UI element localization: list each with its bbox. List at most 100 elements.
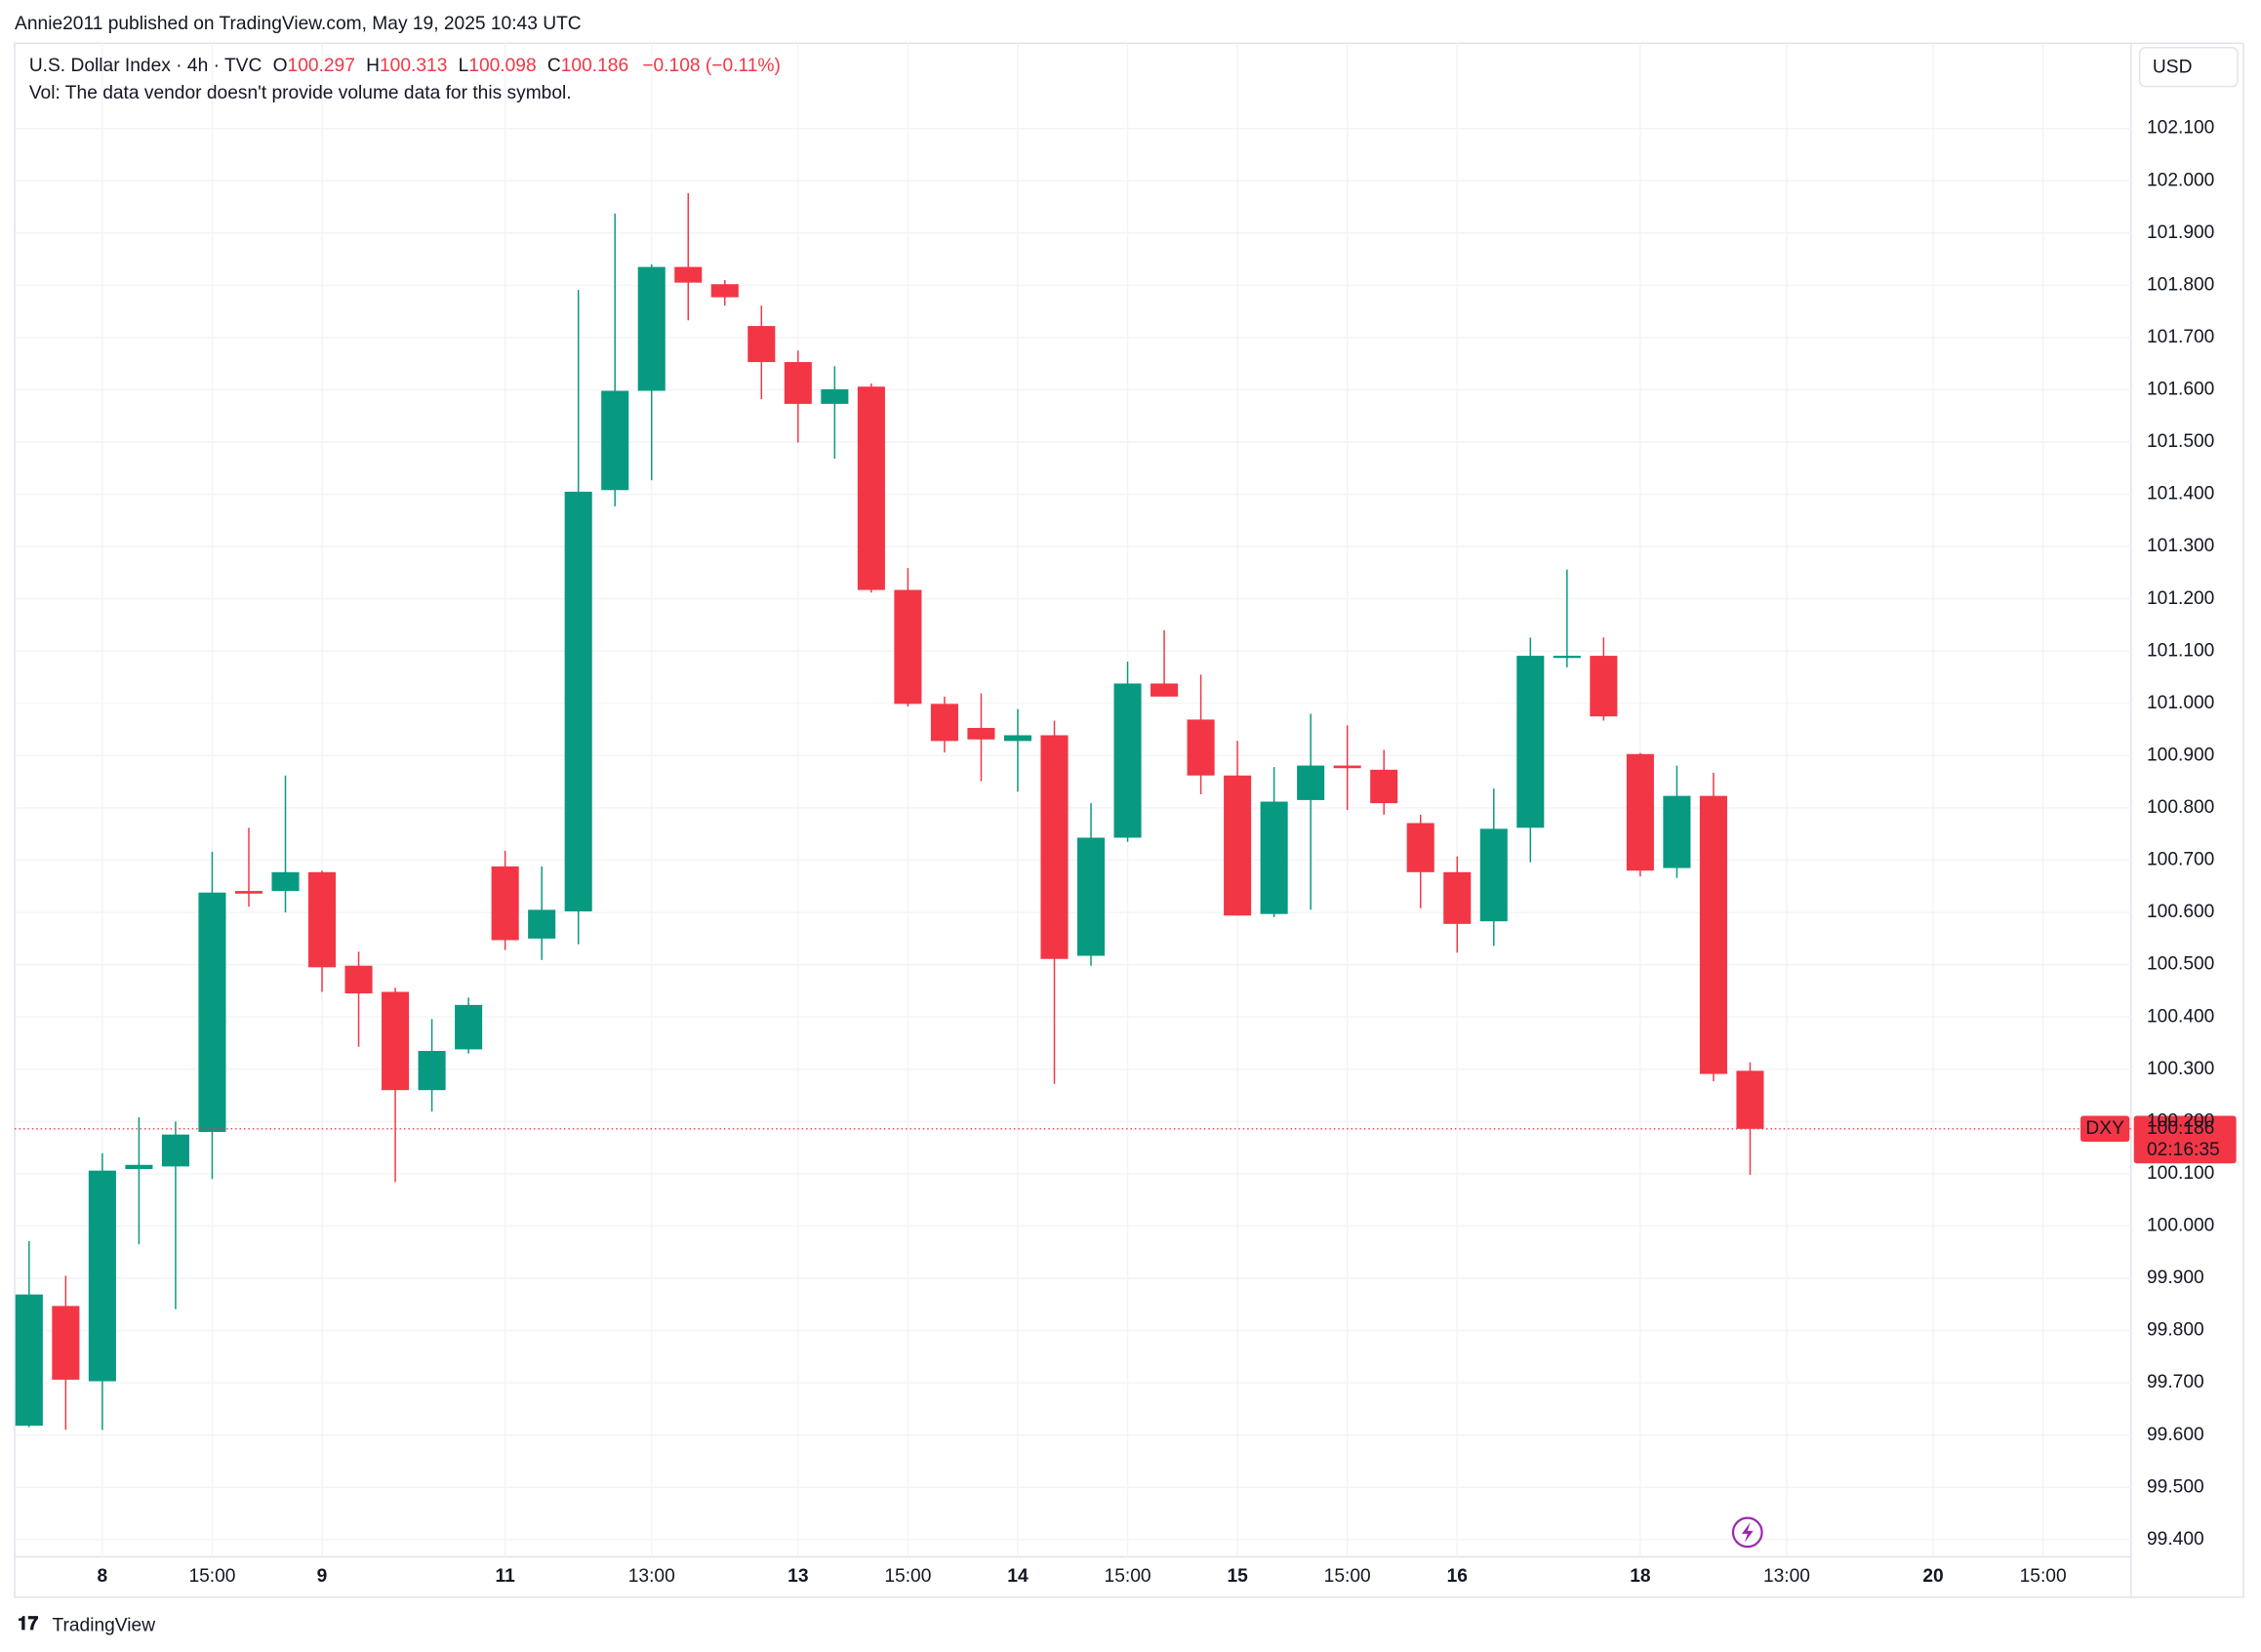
candle-body xyxy=(1187,719,1215,776)
y-tick-label: 101.400 xyxy=(2147,484,2214,504)
close-value: 100.186 xyxy=(561,56,628,76)
candle-body xyxy=(1370,769,1398,804)
candle-body xyxy=(1297,765,1325,800)
y-tick-label: 101.300 xyxy=(2147,536,2214,556)
candle-body xyxy=(1736,1070,1764,1129)
candles xyxy=(15,193,1764,1430)
candle-body xyxy=(1699,795,1727,1074)
y-tick-label: 101.000 xyxy=(2147,693,2214,713)
candle-body xyxy=(747,326,776,363)
y-tick-label: 99.400 xyxy=(2147,1529,2204,1550)
x-tick-label: 11 xyxy=(495,1566,515,1587)
candle-body xyxy=(967,727,995,740)
ticker-tag: DXY xyxy=(2085,1118,2124,1139)
candle-body xyxy=(1479,828,1508,922)
candle-body xyxy=(528,909,556,939)
x-tick-label: 16 xyxy=(1447,1566,1468,1587)
event-icon-bolt xyxy=(1741,1522,1754,1543)
legend-line: U.S. Dollar Index · 4h · TVC O100.297 H1… xyxy=(29,56,781,76)
y-tick-label: 100.000 xyxy=(2147,1216,2214,1236)
candle-body xyxy=(1663,795,1691,868)
x-tick-label: 8 xyxy=(98,1566,108,1587)
y-tick-label: 101.900 xyxy=(2147,222,2214,243)
candle-body xyxy=(821,388,849,404)
candle-body xyxy=(1224,775,1252,916)
candle-body xyxy=(637,266,666,391)
x-tick-label: 9 xyxy=(317,1566,328,1587)
high-value: 100.313 xyxy=(380,56,447,76)
y-tick-label: 101.700 xyxy=(2147,327,2214,347)
candle-body xyxy=(1443,871,1472,924)
event-icon[interactable] xyxy=(1731,1516,1763,1549)
candle-body xyxy=(1333,765,1361,769)
x-tick-label: 18 xyxy=(1630,1566,1651,1587)
y-tick-label: 99.800 xyxy=(2147,1320,2204,1341)
y-tick-label: 100.900 xyxy=(2147,745,2214,765)
candle-body xyxy=(15,1294,43,1427)
y-tick-label: 102.000 xyxy=(2147,170,2214,190)
candle-body xyxy=(491,866,519,941)
y-tick-label: 99.900 xyxy=(2147,1268,2204,1288)
candle-body xyxy=(88,1170,116,1382)
y-tick-label: 99.500 xyxy=(2147,1476,2204,1497)
y-tick-label: 100.800 xyxy=(2147,797,2214,818)
price-tag-bg xyxy=(2133,1115,2237,1164)
published-note: Annie2011 published on TradingView.com, … xyxy=(15,14,582,34)
y-tick-label: 102.100 xyxy=(2147,118,2214,139)
candle-body xyxy=(601,390,629,491)
change: −0.108 (−0.11%) xyxy=(642,56,781,76)
x-tick-label: 20 xyxy=(1922,1566,1943,1587)
x-tick-label: 13:00 xyxy=(1763,1566,1810,1587)
o-label: O xyxy=(273,56,288,76)
ticker-tag-bg xyxy=(2080,1115,2130,1143)
open-value: 100.297 xyxy=(288,56,355,76)
y-tick-label: 101.500 xyxy=(2147,431,2214,452)
y-tick-label: 100.200 xyxy=(2147,1110,2214,1131)
candle-body xyxy=(382,991,410,1091)
candle-body xyxy=(307,871,337,968)
currency-button[interactable] xyxy=(2138,47,2239,88)
candle-body xyxy=(710,284,739,298)
candle-body xyxy=(1406,823,1434,872)
grid xyxy=(15,43,2131,1557)
candle-body xyxy=(674,266,703,283)
y-tick-label: 101.800 xyxy=(2147,274,2214,295)
y-tick-label: 100.600 xyxy=(2147,902,2214,922)
candle-body xyxy=(1260,801,1288,914)
candle-body xyxy=(1590,656,1618,717)
x-tick-label: 15:00 xyxy=(1324,1566,1371,1587)
candle-body xyxy=(1553,656,1581,659)
x-tick-label: 15 xyxy=(1227,1566,1248,1587)
x-tick-label: 15:00 xyxy=(188,1566,235,1587)
currency[interactable]: USD xyxy=(2153,58,2193,78)
candle-body xyxy=(1626,753,1654,871)
candle-body xyxy=(1076,837,1106,956)
countdown: 02:16:35 xyxy=(2147,1140,2220,1160)
y-tick-label: 99.600 xyxy=(2147,1425,2204,1445)
candle-body xyxy=(1040,735,1069,959)
l-label: L xyxy=(459,56,469,76)
candle-body xyxy=(894,589,922,705)
y-tick-label: 99.700 xyxy=(2147,1372,2204,1392)
candle-body xyxy=(234,891,263,894)
candle-body xyxy=(344,965,373,994)
candle-body xyxy=(930,704,958,742)
candle-body xyxy=(1151,683,1179,697)
y-tick-label: 100.500 xyxy=(2147,954,2214,975)
x-tick-label: 13:00 xyxy=(628,1566,675,1587)
candle-body xyxy=(857,386,885,590)
candle-body xyxy=(1003,735,1032,742)
logo: TradingView xyxy=(52,1615,155,1635)
candle-body xyxy=(161,1134,189,1167)
candle-body xyxy=(198,892,226,1133)
h-label: H xyxy=(366,56,380,76)
y-tick-label: 100.400 xyxy=(2147,1006,2214,1027)
x-tick-label: 15:00 xyxy=(2020,1566,2067,1587)
y-tick-label: 101.100 xyxy=(2147,640,2214,661)
symbol: U.S. Dollar Index · 4h · TVC xyxy=(29,56,262,76)
x-tick-label: 15:00 xyxy=(884,1566,931,1587)
x-tick-label: 13 xyxy=(787,1566,808,1587)
frame xyxy=(14,42,2244,1598)
